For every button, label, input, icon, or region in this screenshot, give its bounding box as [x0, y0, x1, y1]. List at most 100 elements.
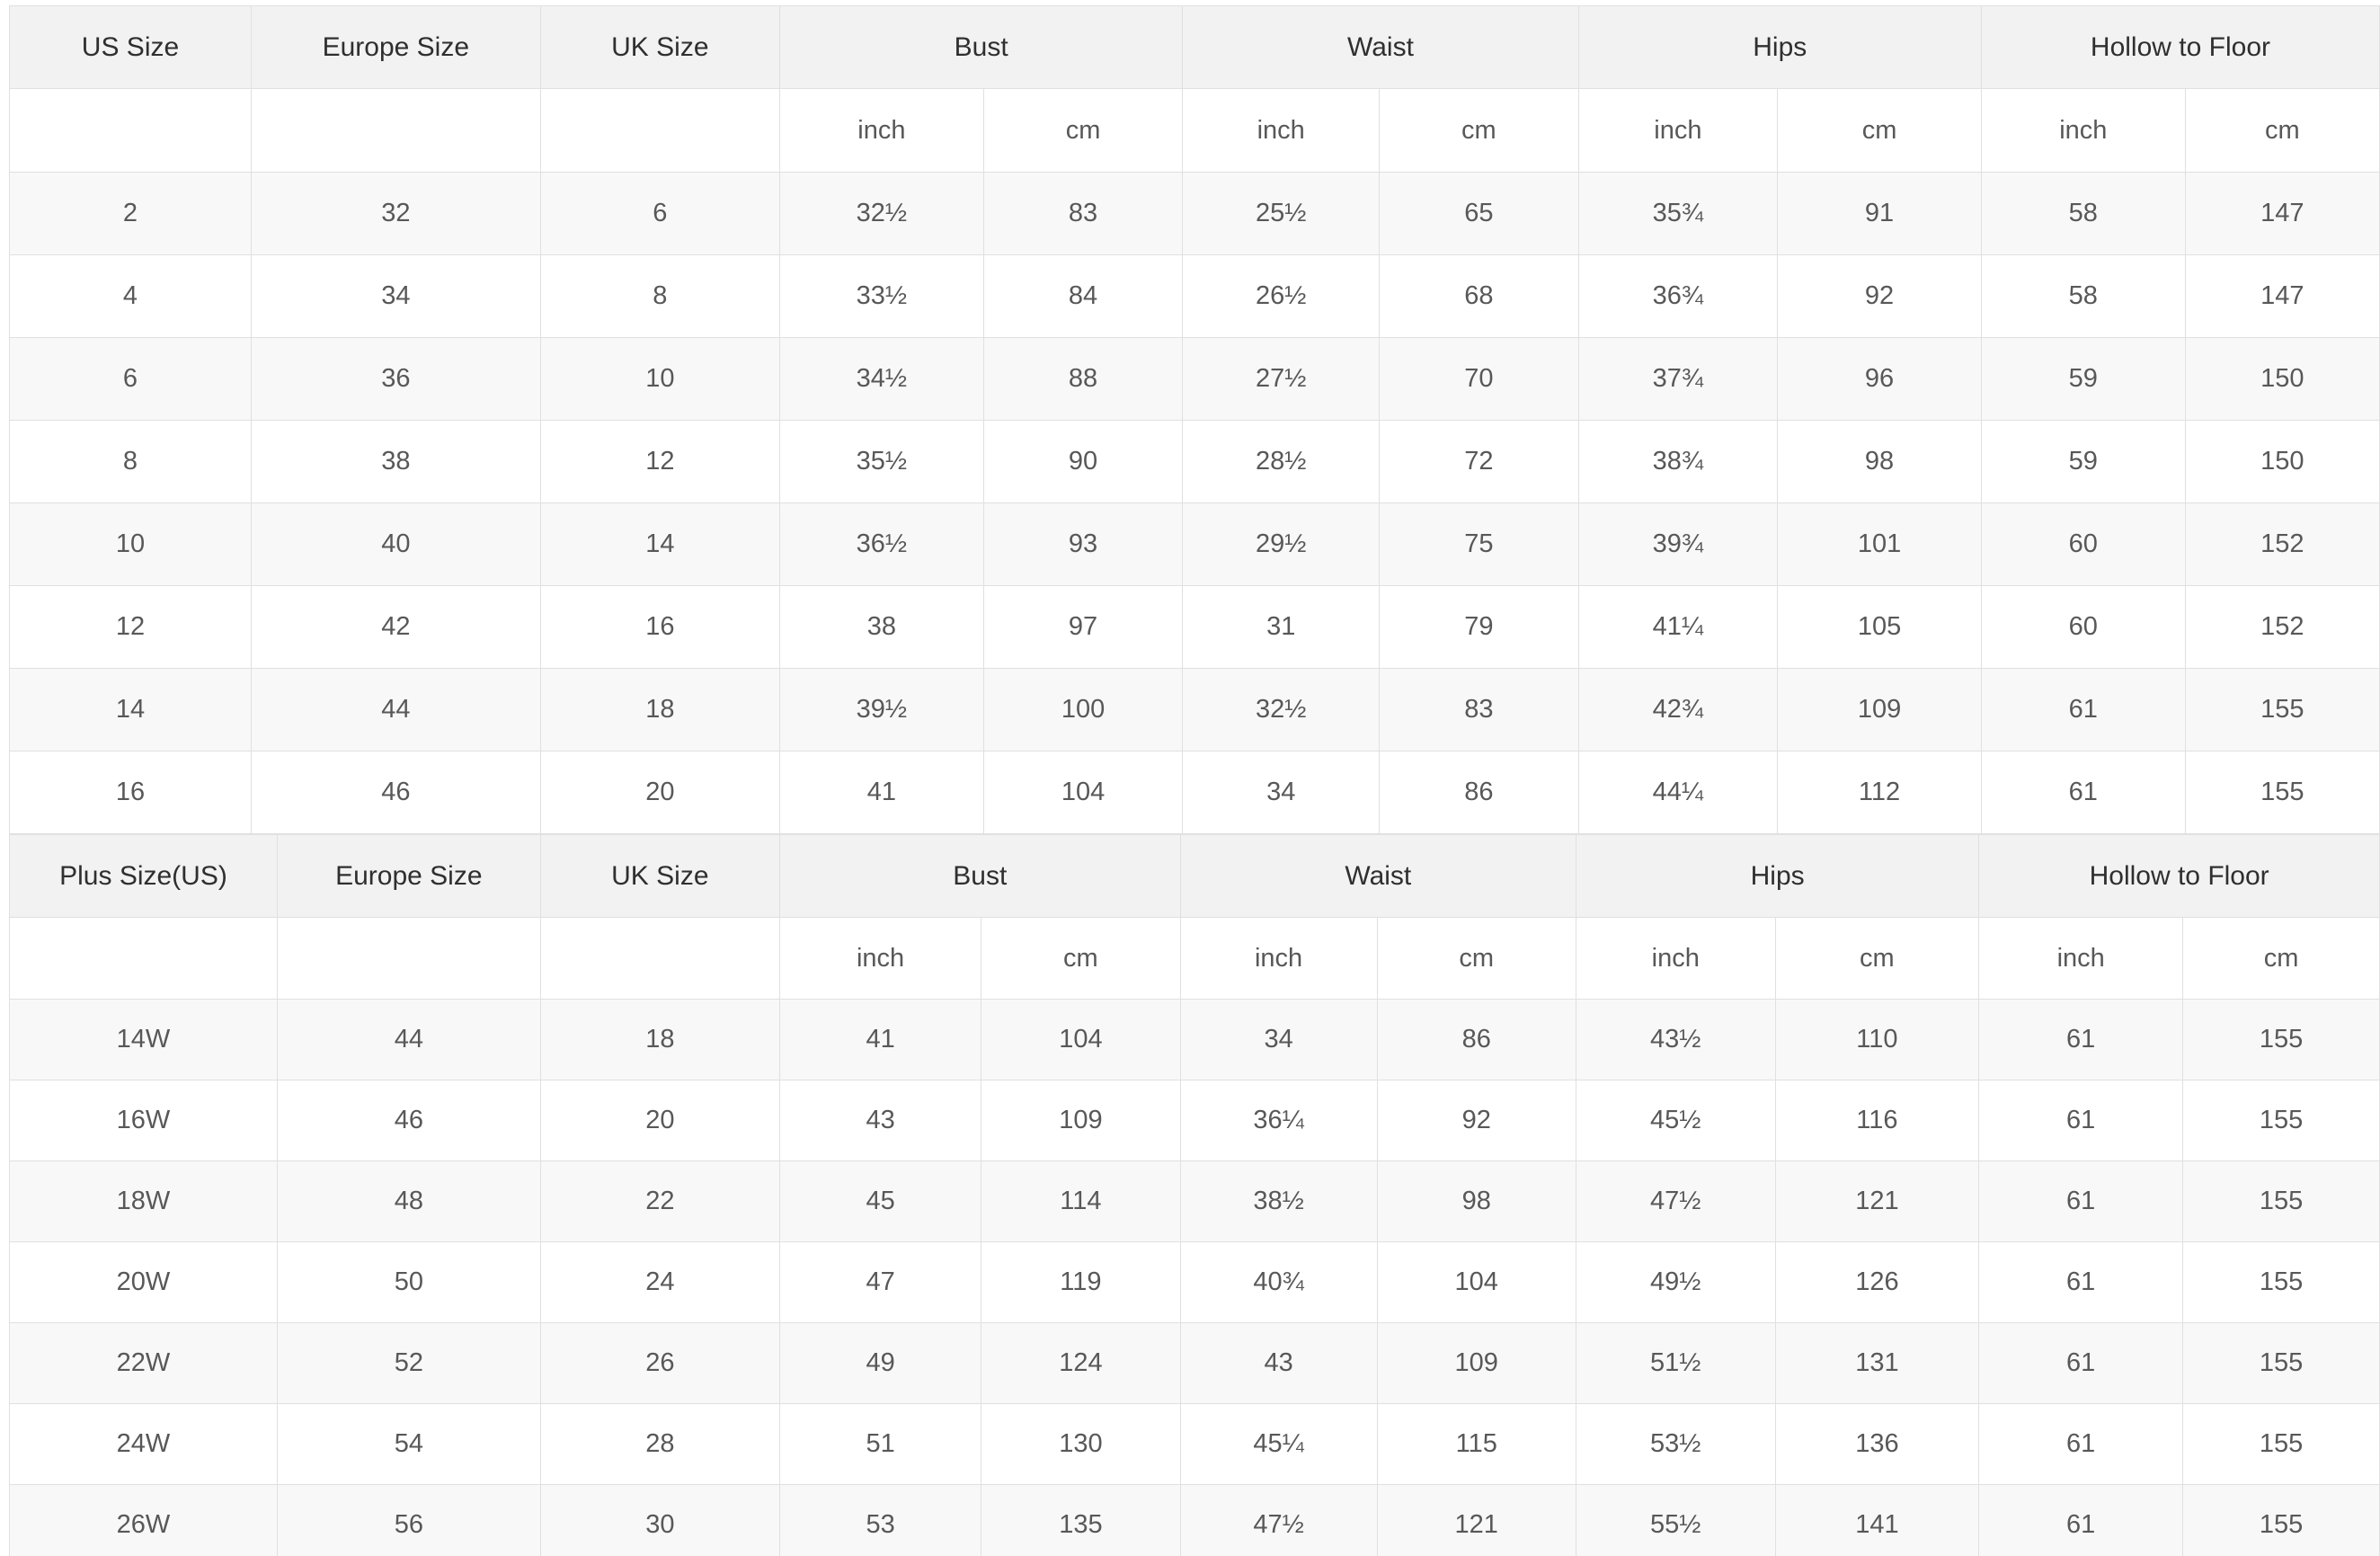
cell: 32½	[779, 172, 984, 255]
cell: 38¾	[1577, 420, 1779, 503]
cell: 34	[1182, 751, 1381, 834]
cell: 30	[539, 1484, 781, 1556]
col-header-hollow-to-floor: Hollow to Floor	[1978, 834, 2380, 918]
cell: 28	[539, 1403, 781, 1485]
cell: 101	[1777, 502, 1982, 586]
cell: 51½	[1576, 1322, 1776, 1404]
col-header-europe-size: Europe Size	[276, 834, 541, 918]
cell: 109	[1777, 668, 1982, 751]
cell: 46	[250, 751, 541, 834]
cell: 141	[1774, 1484, 1980, 1556]
cell: 47	[778, 1241, 982, 1323]
empty-cell	[276, 917, 541, 1000]
cell: 109	[981, 1080, 1181, 1161]
table-row: 8 38 12 35½ 90 28½ 72 38¾ 98 59 150	[9, 420, 2380, 503]
cell: 121	[1774, 1160, 1980, 1242]
cell: 31	[1182, 585, 1381, 669]
cell: 47½	[1576, 1160, 1776, 1242]
cell: 150	[2184, 337, 2380, 421]
cell: 18	[539, 668, 781, 751]
cell: 27½	[1182, 337, 1381, 421]
cell: 155	[2182, 1322, 2380, 1404]
col-header-us-size: US Size	[9, 5, 252, 89]
cell: 16	[539, 585, 781, 669]
cell: 40	[250, 502, 541, 586]
unit-label-inch: inch	[1577, 88, 1779, 173]
cell: 150	[2184, 420, 2380, 503]
cell: 12	[9, 585, 252, 669]
cell: 147	[2184, 172, 2380, 255]
misses-size-table: US Size Europe Size UK Size Bust Waist H…	[9, 5, 2380, 834]
cell: 32½	[1182, 668, 1381, 751]
cell: 92	[1777, 254, 1982, 338]
cell: 86	[1379, 751, 1579, 834]
cell: 130	[981, 1403, 1181, 1485]
unit-label-inch: inch	[779, 88, 984, 173]
col-header-uk-size: UK Size	[539, 834, 781, 918]
cell: 55½	[1576, 1484, 1776, 1556]
table-row: 12 42 16 38 97 31 79 41¼ 105 60 152	[9, 585, 2380, 669]
cell: 61	[1978, 1160, 2184, 1242]
cell: 53½	[1576, 1403, 1776, 1485]
table-row: 14W 44 18 41 104 34 86 43½ 110 61 155	[9, 999, 2380, 1080]
misses-header-row: US Size Europe Size UK Size Bust Waist H…	[9, 5, 2380, 89]
table-row: 6 36 10 34½ 88 27½ 70 37¾ 96 59 150	[9, 337, 2380, 421]
unit-label-cm: cm	[1777, 88, 1982, 173]
cell: 96	[1777, 337, 1982, 421]
cell: 41	[778, 999, 982, 1080]
cell: 47½	[1179, 1484, 1378, 1556]
cell: 61	[1978, 1403, 2184, 1485]
cell: 56	[276, 1484, 541, 1556]
cell: 41¼	[1577, 585, 1779, 669]
cell: 49	[778, 1322, 982, 1404]
cell: 91	[1777, 172, 1982, 255]
cell: 35¾	[1577, 172, 1779, 255]
cell: 34	[250, 254, 541, 338]
cell: 155	[2182, 1080, 2380, 1161]
cell: 43	[778, 1080, 982, 1161]
cell: 18W	[9, 1160, 278, 1242]
cell: 83	[1379, 668, 1579, 751]
unit-label-cm: cm	[1376, 917, 1576, 1000]
cell: 105	[1777, 585, 1982, 669]
cell: 18	[539, 999, 781, 1080]
cell: 155	[2182, 1241, 2380, 1323]
cell: 84	[982, 254, 1184, 338]
unit-label-cm: cm	[981, 917, 1181, 1000]
cell: 4	[9, 254, 252, 338]
cell: 61	[1978, 1241, 2184, 1323]
empty-cell	[9, 88, 252, 173]
cell: 155	[2182, 1160, 2380, 1242]
col-header-hips: Hips	[1577, 5, 1982, 89]
cell: 39¾	[1577, 502, 1779, 586]
cell: 104	[981, 999, 1181, 1080]
cell: 34½	[779, 337, 984, 421]
table-row: 2 32 6 32½ 83 25½ 65 35¾ 91 58 147	[9, 172, 2380, 255]
cell: 72	[1379, 420, 1579, 503]
cell: 52	[276, 1322, 541, 1404]
table-row: 16 46 20 41 104 34 86 44¼ 112 61 155	[9, 751, 2380, 834]
table-row: 24W 54 28 51 130 45¼ 115 53½ 136 61 155	[9, 1403, 2380, 1485]
cell: 83	[982, 172, 1184, 255]
cell: 136	[1774, 1403, 1980, 1485]
unit-label-inch: inch	[1182, 88, 1381, 173]
cell: 2	[9, 172, 252, 255]
cell: 44	[276, 999, 541, 1080]
cell: 51	[778, 1403, 982, 1485]
cell: 126	[1774, 1241, 1980, 1323]
cell: 59	[1980, 337, 2186, 421]
cell: 39½	[779, 668, 984, 751]
cell: 110	[1774, 999, 1980, 1080]
cell: 34	[1179, 999, 1378, 1080]
cell: 48	[276, 1160, 541, 1242]
cell: 93	[982, 502, 1184, 586]
table-row: 18W 48 22 45 114 38½ 98 47½ 121 61 155	[9, 1160, 2380, 1242]
cell: 36¾	[1577, 254, 1779, 338]
table-row: 14 44 18 39½ 100 32½ 83 42¾ 109 61 155	[9, 668, 2380, 751]
cell: 59	[1980, 420, 2186, 503]
cell: 90	[982, 420, 1184, 503]
cell: 60	[1980, 585, 2186, 669]
cell: 115	[1376, 1403, 1576, 1485]
cell: 16W	[9, 1080, 278, 1161]
cell: 61	[1978, 1322, 2184, 1404]
